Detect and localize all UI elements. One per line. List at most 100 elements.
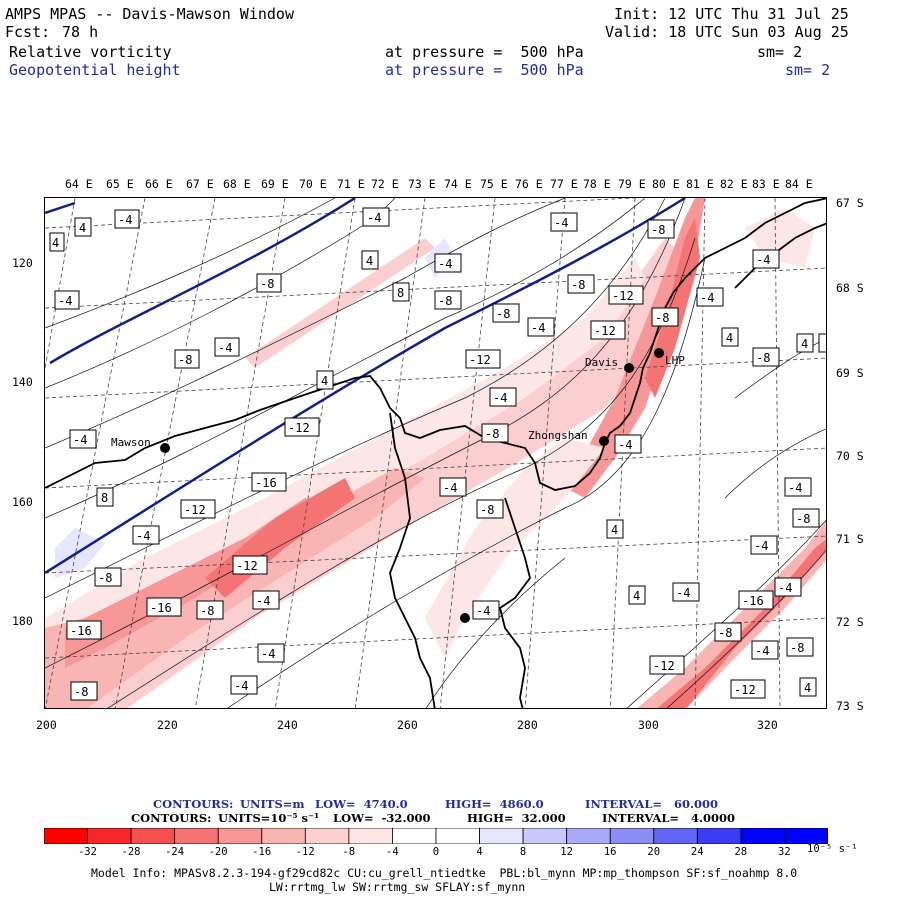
contour-label: -4 <box>700 291 714 305</box>
contour-label: 4 <box>79 221 86 235</box>
lon-label: 74 E <box>444 177 472 191</box>
contour-label: -8 <box>496 307 510 321</box>
lat-label: 71 S <box>836 532 864 546</box>
graticule-line <box>45 535 826 574</box>
contour-label-box <box>489 387 517 407</box>
contour-label: -4 <box>493 391 507 405</box>
contour-label-box <box>439 477 467 497</box>
lon-label: 68 E <box>223 177 251 191</box>
contour-label: -12 <box>734 683 756 697</box>
coastline-path <box>389 412 436 708</box>
contour-label-box <box>818 333 826 353</box>
contour-label-box <box>252 590 280 610</box>
colorbar-label: 8 <box>519 846 527 858</box>
colorbar-segment <box>174 828 219 844</box>
vorticity-contour <box>45 198 686 669</box>
station-label: Mawson <box>111 436 151 449</box>
x-tick-label: 240 <box>277 718 298 732</box>
contour-label: -16 <box>150 601 172 615</box>
colorbar-segment <box>566 828 611 844</box>
x-tick-label: 300 <box>638 718 659 732</box>
colorbar-label: 24 <box>690 846 704 858</box>
colorbar-label: 12 <box>560 846 573 858</box>
vorticity-contour <box>45 198 566 449</box>
contour-label-box <box>492 303 520 323</box>
vorticity-band <box>425 438 605 658</box>
contour-label: -4 <box>73 433 87 447</box>
vorticity-band <box>45 258 645 658</box>
graticule-line <box>354 198 426 708</box>
graticule-line <box>274 198 356 708</box>
contour-label-box <box>786 637 814 657</box>
station-marker <box>599 436 609 446</box>
lat-label: 68 S <box>836 281 864 295</box>
vorticity-high: HIGH= 32.000 <box>467 811 566 825</box>
contour-label-box <box>567 274 595 294</box>
contour-label-box <box>362 207 390 227</box>
contour-label: -8 <box>718 626 732 640</box>
contour-label-box <box>132 525 160 545</box>
contour-label-box <box>146 597 182 617</box>
contour-label-box <box>774 577 802 597</box>
contour-label: -4 <box>788 481 802 495</box>
graticule-line <box>45 198 76 371</box>
contour-label: -8 <box>480 503 494 517</box>
contour-label: -4 <box>756 253 770 267</box>
lon-label: 76 E <box>515 177 543 191</box>
height-low: LOW= 4740.0 <box>315 797 408 811</box>
lon-label: 82 E <box>720 177 748 191</box>
lon-label: 71 E <box>337 177 365 191</box>
colorbar-segment <box>435 828 480 844</box>
contour-label-box <box>751 640 779 660</box>
contour-label-box <box>69 429 97 449</box>
graticule-line <box>114 198 216 708</box>
colorbar-segment <box>130 828 176 844</box>
contour-label: 4 <box>611 523 618 537</box>
contour-label-box <box>66 620 102 640</box>
height-contour <box>45 201 76 215</box>
contour-label: -12 <box>236 559 258 573</box>
contour-label: -8 <box>756 351 770 365</box>
contour-label-box <box>94 567 122 587</box>
graticule-line <box>45 447 826 489</box>
station-marker <box>460 613 470 623</box>
contour-label-box <box>96 487 114 507</box>
height-contours-label: CONTOURS: <box>153 797 234 811</box>
map-svg: 4 4 -4 -4 -8 -8 -4 -4 4 8 -4 -8 -8 <box>45 198 826 708</box>
colorbar-unit: 10⁻⁵ s⁻¹ <box>807 843 858 855</box>
graticule-line <box>45 357 826 399</box>
contour-label: 8 <box>101 491 108 505</box>
contour-label-box <box>651 307 679 327</box>
contour-label-box <box>316 370 334 390</box>
contour-label: -16 <box>255 476 277 490</box>
station-marker <box>624 363 634 373</box>
vorticity-band <box>245 238 435 368</box>
graticule-line <box>774 198 781 708</box>
graticule-line <box>694 198 706 708</box>
colorbar-label: 0 <box>432 846 440 858</box>
contour-label-box <box>49 232 65 252</box>
contour-label-box <box>608 285 644 305</box>
model-info: Model Info: MPASv8.2.3-194-gf29cd82c CU:… <box>91 866 798 880</box>
colorbar-segment <box>261 828 306 844</box>
contour-label: -4 <box>676 586 690 600</box>
contour-label: 4 <box>726 331 733 345</box>
lon-label: 81 E <box>686 177 714 191</box>
colorbar <box>44 828 828 844</box>
lat-label: 73 S <box>836 699 864 713</box>
contour-label: -8 <box>790 641 804 655</box>
contour-label-box <box>527 317 555 337</box>
colorbar-label: -24 <box>165 846 185 858</box>
contour-label: -4 <box>234 679 248 693</box>
x-tick-label: 220 <box>157 718 178 732</box>
contour-label-box <box>750 535 778 555</box>
contour-label: -4 <box>58 294 72 308</box>
contour-label-box <box>251 472 287 492</box>
contour-label-box <box>799 677 817 697</box>
lon-label: 67 E <box>186 177 214 191</box>
contour-label-box <box>647 219 675 239</box>
lat-label: 70 S <box>836 449 864 463</box>
station-label: Zhongshan <box>528 429 588 442</box>
contour-label-box <box>476 499 504 519</box>
contour-label-box <box>196 600 224 620</box>
